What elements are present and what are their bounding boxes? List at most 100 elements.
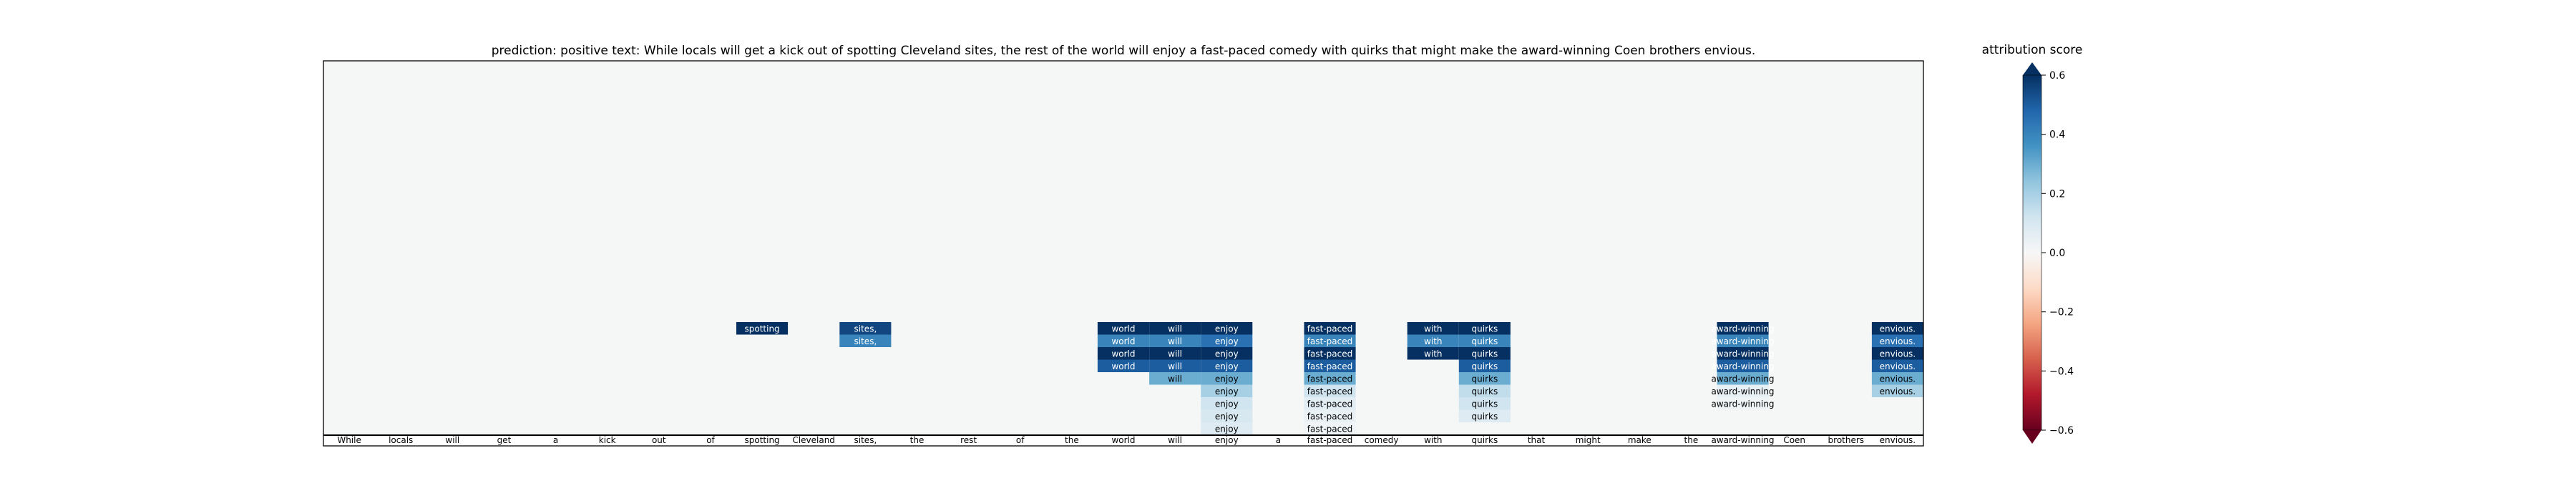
token-label: a (1276, 435, 1281, 445)
heatmap-cell-label: envious. (1880, 349, 1916, 359)
token-label: award-winning (1711, 435, 1774, 445)
heatmap-cell (1871, 359, 1923, 372)
heatmap-cell (1458, 409, 1511, 422)
heatmap-cell-label: world (1111, 349, 1135, 359)
token-label: sites, (854, 435, 877, 445)
colorbar-ticks: 0.6 0.4 0.2 0.0 −0.2 −0.4 −0.6 (2041, 70, 2074, 437)
colorbar-tick-label: 0.2 (2049, 188, 2065, 200)
token-label: might (1576, 435, 1601, 445)
token-label: fast-paced (1307, 435, 1352, 445)
token-label: While (337, 435, 361, 445)
heatmap-cell (1304, 347, 1356, 360)
heatmap-cell (1871, 347, 1923, 360)
chart-title: prediction: positive text: While locals … (492, 44, 1756, 58)
heatmap-cell (1458, 384, 1511, 397)
heatmap-cell (1458, 372, 1511, 385)
heatmap-cell-label: will (1168, 336, 1182, 346)
heatmap-cell (1871, 372, 1923, 385)
heatmap-cell (1304, 384, 1356, 397)
token-label: a (553, 435, 558, 445)
heatmap-cell (1717, 372, 1769, 385)
heatmap-cell-label: quirks (1472, 336, 1498, 346)
colorbar-extend-bottom (2023, 430, 2041, 444)
heatmap-cell-label: world (1111, 324, 1135, 334)
token-label: brothers (1828, 435, 1865, 445)
heatmap-cell-label: award-winning (1711, 324, 1774, 334)
token-label: the (1065, 435, 1079, 445)
heatmap-cell-label: quirks (1472, 349, 1498, 359)
heatmap-cell (736, 322, 789, 335)
heatmap-cell-label: fast-paced (1307, 349, 1352, 359)
heatmap-cell (839, 334, 892, 347)
heatmap-cell (1097, 322, 1149, 335)
token-label: of (706, 435, 715, 445)
heatmap-cell (1201, 334, 1253, 347)
colorbar-tick-label: −0.4 (2049, 366, 2074, 377)
heatmap-cell (1304, 334, 1356, 347)
token-label: will (1168, 435, 1182, 445)
heatmap-cell (1871, 384, 1923, 397)
heatmap-cell (1304, 409, 1356, 422)
token-label: will (445, 435, 459, 445)
token-label: the (1684, 435, 1699, 445)
heatmap-cell-label: fast-paced (1307, 412, 1352, 422)
heatmap-cell-label: fast-paced (1307, 324, 1352, 334)
token-label: Coen (1783, 435, 1805, 445)
colorbar-extend-top (2023, 62, 2041, 75)
heatmap-cell-label: enjoy (1215, 361, 1239, 371)
colorbar-tick-label: 0.0 (2049, 248, 2065, 259)
colorbar-tick-label: −0.6 (2049, 425, 2074, 437)
heatmap-cell (1871, 334, 1923, 347)
token-label: the (910, 435, 924, 445)
heatmap-cell (1458, 397, 1511, 410)
heatmap-cell-label: fast-paced (1307, 361, 1352, 371)
plot-frame (323, 60, 1924, 447)
heatmap-cell-label: envious. (1880, 374, 1916, 384)
heatmap-cell-label: fast-paced (1307, 424, 1352, 434)
heatmap-cell-label: will (1168, 374, 1182, 384)
heatmap-cell (1407, 347, 1459, 360)
token-label: spotting (745, 435, 780, 445)
heatmap-cell-label: sites, (854, 336, 877, 346)
heatmap-cell (1149, 322, 1201, 335)
heatmap-cell (1201, 409, 1253, 422)
heatmap-cell (1097, 359, 1149, 372)
heatmap-cell-label: quirks (1472, 399, 1498, 409)
colorbar-scale (2022, 74, 2042, 431)
heatmap-cell-label: enjoy (1215, 424, 1239, 434)
heatmap-cell (1304, 359, 1356, 372)
token-label: get (497, 435, 512, 445)
heatmap-cell (1201, 359, 1253, 372)
token-label: with (1424, 435, 1442, 445)
heatmap-cell-label: enjoy (1215, 349, 1239, 359)
heatmap-cell (1458, 347, 1511, 360)
heatmap-cell-label: quirks (1472, 361, 1498, 371)
token-label: rest (960, 435, 977, 445)
colorbar-tick-label: −0.2 (2049, 307, 2074, 318)
token-label: kick (599, 435, 616, 445)
heatmap-cell-label: award-winning (1711, 374, 1774, 384)
heatmap-cell-label: will (1168, 324, 1182, 334)
heatmap-cell-label: world (1111, 336, 1135, 346)
colorbar-label: attribution score (1982, 43, 2083, 57)
colorbar-tick-label: 0.6 (2049, 70, 2065, 82)
heatmap-cell-label: enjoy (1215, 374, 1239, 384)
token-label: enjoy (1215, 435, 1239, 445)
heatmap-cell-label: fast-paced (1307, 399, 1352, 409)
heatmap-cell (1149, 372, 1201, 385)
colorbar: attribution score 0.6 0.4 0.2 0.0 −0.2 −0.4 −0… (1982, 43, 2083, 444)
token-label: that (1528, 435, 1546, 445)
heatmap-cell (1201, 422, 1253, 435)
heatmap-cell (1407, 322, 1459, 335)
token-label: make (1628, 435, 1652, 445)
heatmap-cell-label: award-winning (1711, 361, 1774, 371)
heatmap-cell-label: award-winning (1711, 349, 1774, 359)
heatmap-cell-label: fast-paced (1307, 336, 1352, 346)
heatmap-cell-label: sites, (854, 324, 877, 334)
heatmap-cell (1871, 322, 1923, 335)
heatmap-cell (1304, 372, 1356, 385)
heatmap-cell-label: quirks (1472, 374, 1498, 384)
heatmap-cell (1097, 347, 1149, 360)
token-axis-labels: While locals will get a kick out of spotting Clev… (337, 435, 1916, 445)
